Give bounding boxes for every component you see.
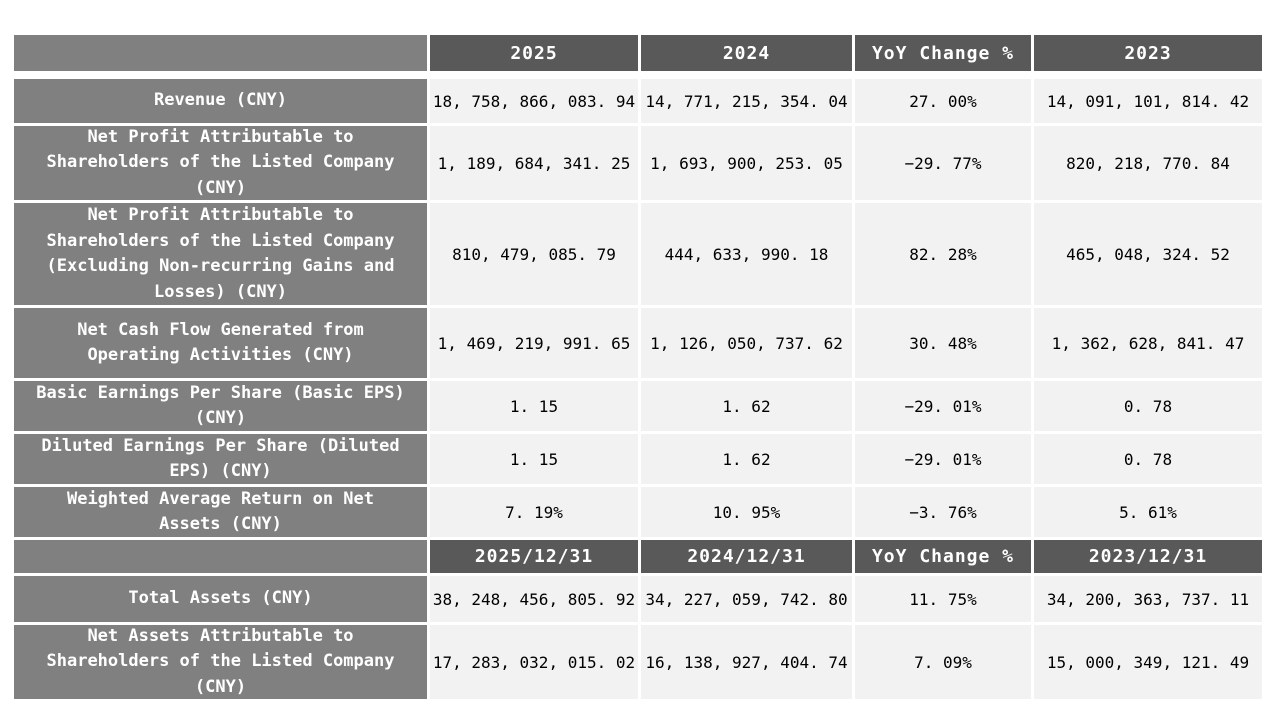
corner-header-cell: [14, 35, 427, 71]
value-cell: 7. 09%: [855, 625, 1031, 699]
value-cell: 15, 000, 349, 121. 49: [1034, 625, 1262, 699]
value-cell: −29. 01%: [855, 381, 1031, 431]
column-header-cell: YoY Change %: [855, 540, 1031, 573]
value-cell: −29. 77%: [855, 126, 1031, 200]
value-cell: 10. 95%: [641, 487, 852, 537]
value-cell: 16, 138, 927, 404. 74: [641, 625, 852, 699]
value-cell: 14, 771, 215, 354. 04: [641, 79, 852, 123]
value-cell: 1, 189, 684, 341. 25: [430, 126, 638, 200]
value-cell: 30. 48%: [855, 308, 1031, 378]
corner-header-cell: [14, 540, 427, 573]
header-separator: [14, 74, 1262, 76]
column-header-cell: 2023/12/31: [1034, 540, 1262, 573]
value-cell: 444, 633, 990. 18: [641, 203, 852, 305]
row-label-cell: Revenue (CNY): [14, 79, 427, 123]
value-cell: 34, 200, 363, 737. 11: [1034, 576, 1262, 622]
value-cell: 14, 091, 101, 814. 42: [1034, 79, 1262, 123]
column-header-cell: 2024/12/31: [641, 540, 852, 573]
value-cell: −3. 76%: [855, 487, 1031, 537]
value-cell: 11. 75%: [855, 576, 1031, 622]
value-cell: 1, 469, 219, 991. 65: [430, 308, 638, 378]
row-label-cell: Net Profit Attributable to Shareholders …: [14, 203, 427, 305]
value-cell: 34, 227, 059, 742. 80: [641, 576, 852, 622]
value-cell: 1. 62: [641, 434, 852, 484]
row-label-cell: Net Profit Attributable to Shareholders …: [14, 126, 427, 200]
row-label-cell: Net Assets Attributable to Shareholders …: [14, 625, 427, 699]
value-cell: 810, 479, 085. 79: [430, 203, 638, 305]
row-label-cell: Diluted Earnings Per Share (Diluted EPS)…: [14, 434, 427, 484]
column-header-cell: 2025: [430, 35, 638, 71]
value-cell: 38, 248, 456, 805. 92: [430, 576, 638, 622]
value-cell: 82. 28%: [855, 203, 1031, 305]
column-header-cell: 2024: [641, 35, 852, 71]
value-cell: 18, 758, 866, 083. 94: [430, 79, 638, 123]
value-cell: 0. 78: [1034, 381, 1262, 431]
value-cell: 0. 78: [1034, 434, 1262, 484]
value-cell: 1, 362, 628, 841. 47: [1034, 308, 1262, 378]
value-cell: 17, 283, 032, 015. 02: [430, 625, 638, 699]
value-cell: 5. 61%: [1034, 487, 1262, 537]
value-cell: 1. 15: [430, 434, 638, 484]
column-header-cell: 2025/12/31: [430, 540, 638, 573]
value-cell: 820, 218, 770. 84: [1034, 126, 1262, 200]
row-label-cell: Net Cash Flow Generated from Operating A…: [14, 308, 427, 378]
column-header-cell: 2023: [1034, 35, 1262, 71]
row-label-cell: Basic Earnings Per Share (Basic EPS) (CN…: [14, 381, 427, 431]
value-cell: 1. 62: [641, 381, 852, 431]
value-cell: 1, 693, 900, 253. 05: [641, 126, 852, 200]
row-label-cell: Total Assets (CNY): [14, 576, 427, 622]
value-cell: 1, 126, 050, 737. 62: [641, 308, 852, 378]
value-cell: 1. 15: [430, 381, 638, 431]
financial-summary-table: 2025 2024 YoY Change % 2023 Revenue (CNY) 18,…: [14, 35, 1262, 699]
value-cell: −29. 01%: [855, 434, 1031, 484]
row-label-cell: Weighted Average Return on Net Assets (C…: [14, 487, 427, 537]
column-header-cell: YoY Change %: [855, 35, 1031, 71]
value-cell: 465, 048, 324. 52: [1034, 203, 1262, 305]
value-cell: 27. 00%: [855, 79, 1031, 123]
value-cell: 7. 19%: [430, 487, 638, 537]
